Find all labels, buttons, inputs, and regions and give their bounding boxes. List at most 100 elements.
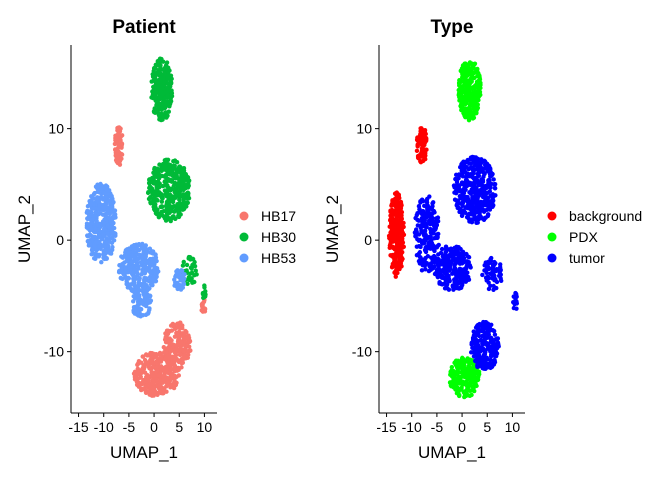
data-point: [426, 241, 431, 246]
data-point: [490, 361, 495, 367]
data-point: [123, 248, 129, 253]
data-point: [471, 84, 476, 90]
data-point: [465, 91, 471, 96]
data-point: [149, 261, 154, 267]
y-tick-label: 0: [56, 232, 64, 248]
data-point: [471, 210, 476, 216]
data-point: [459, 261, 465, 266]
data-point: [157, 173, 163, 178]
data-point: [443, 246, 449, 252]
data-point: [444, 277, 450, 283]
data-point: [128, 282, 133, 287]
data-point: [103, 213, 108, 218]
data-point: [100, 219, 106, 224]
data-point: [483, 160, 488, 165]
data-point: [423, 249, 429, 255]
data-point: [168, 348, 174, 354]
legend-item: PDX: [547, 229, 598, 245]
y-ticks: -10 0 10: [44, 121, 71, 360]
data-point: [176, 358, 181, 363]
data-point: [433, 218, 439, 223]
data-point: [492, 185, 498, 191]
data-point: [182, 192, 188, 198]
data-point: [463, 210, 468, 216]
x-tick-label: 10: [197, 419, 213, 435]
data-point: [454, 172, 459, 178]
y-tick-label: 10: [356, 121, 372, 137]
data-point: [495, 343, 500, 349]
data-point: [471, 155, 477, 160]
data-point: [93, 210, 98, 216]
data-point: [475, 215, 481, 220]
data-point: [160, 204, 165, 210]
data-point: [461, 110, 466, 116]
data-point: [392, 191, 398, 196]
data-point: [154, 108, 159, 113]
data-point: [120, 276, 125, 282]
data-point: [475, 167, 481, 173]
data-point: [141, 284, 147, 290]
data-point: [99, 237, 105, 242]
data-point: [488, 283, 493, 288]
data-point: [465, 254, 471, 259]
data-point: [462, 95, 468, 101]
data-point: [452, 265, 457, 270]
data-point: [115, 155, 120, 160]
data-point: [138, 260, 144, 265]
x-ticks: -15 -10 -5 0 5 10: [68, 413, 212, 435]
legend-label: background: [569, 208, 642, 224]
data-point: [158, 356, 163, 361]
data-point: [460, 84, 465, 89]
series-tumor: [412, 154, 520, 371]
legend-key: [239, 211, 249, 221]
data-point: [467, 61, 472, 67]
data-point: [157, 96, 163, 101]
data-point: [475, 352, 480, 358]
data-point: [202, 294, 208, 299]
y-axis-label: UMAP_2: [15, 195, 34, 263]
data-point: [419, 133, 425, 138]
data-point: [164, 370, 170, 375]
data-point: [99, 259, 104, 265]
data-point: [92, 243, 98, 249]
data-point: [140, 268, 146, 273]
series-PDX: [447, 60, 483, 400]
data-point: [460, 366, 465, 372]
data-point: [398, 205, 404, 211]
data-point: [484, 364, 489, 369]
data-point: [137, 375, 143, 380]
data-point: [158, 364, 164, 369]
data-point: [179, 340, 184, 345]
data-point: [107, 225, 112, 231]
data-point: [89, 217, 95, 222]
data-point: [116, 132, 121, 138]
data-point: [474, 180, 479, 185]
data-point: [473, 100, 478, 106]
data-point: [398, 257, 404, 263]
data-point: [183, 174, 189, 180]
data-point: [474, 95, 479, 100]
data-point: [487, 207, 493, 212]
data-point: [390, 232, 396, 237]
data-point: [458, 189, 463, 194]
data-point: [190, 256, 196, 262]
data-point: [187, 338, 193, 344]
data-point: [93, 227, 98, 232]
data-point: [459, 106, 464, 111]
y-ticks: -10 0 10: [352, 121, 379, 360]
data-point: [142, 258, 148, 264]
data-point: [85, 216, 90, 222]
data-point: [492, 352, 497, 358]
data-point: [434, 235, 439, 240]
data-point: [474, 185, 479, 190]
data-point: [175, 332, 180, 337]
data-point: [166, 177, 171, 183]
data-point: [491, 283, 496, 289]
data-point: [158, 359, 163, 364]
data-point: [493, 337, 498, 342]
legend-key: [239, 232, 249, 242]
data-point: [488, 257, 493, 262]
data-point: [169, 93, 175, 99]
data-point: [159, 76, 164, 81]
